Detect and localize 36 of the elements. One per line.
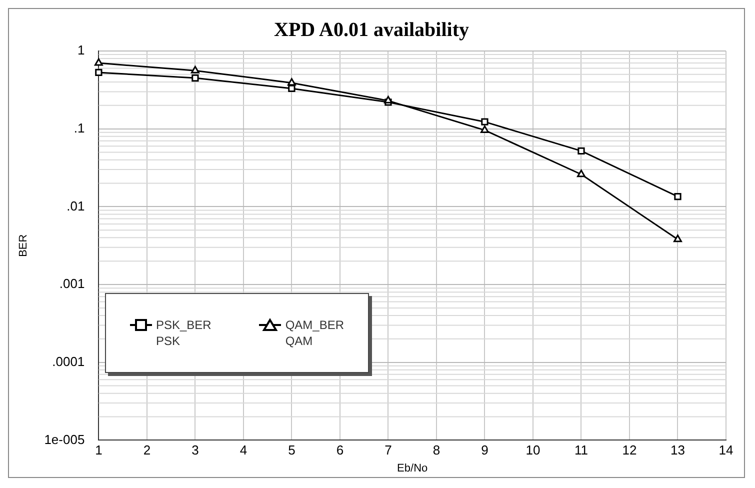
x-tick-label: 1 [95, 442, 102, 458]
point [480, 125, 489, 133]
x-tick-label: 14 [718, 442, 734, 458]
point [481, 118, 488, 126]
x-tick-label: 3 [192, 442, 199, 458]
x-tick-label: 12 [622, 442, 637, 458]
point [288, 84, 296, 92]
y-axis-title: BER [18, 234, 30, 257]
y-tick-label: .001 [59, 276, 85, 292]
y-tick-label: .0001 [52, 354, 85, 369]
x-tick-label: 7 [384, 442, 392, 458]
point [578, 147, 585, 155]
x-tick-label: 5 [288, 442, 296, 458]
point [287, 78, 296, 86]
y-tick-label: .01 [66, 198, 85, 214]
point [674, 192, 682, 200]
point [674, 234, 682, 242]
point [190, 66, 200, 74]
y-tick-label: 1e-005 [44, 432, 85, 447]
x-tick-label: 13 [670, 442, 685, 458]
legend-label: PSK_BER PSK [156, 317, 212, 349]
x-tick-label: 2 [143, 442, 151, 458]
point [192, 74, 199, 82]
x-tick-label: 6 [336, 442, 344, 458]
x-axis-title: Eb/No [397, 462, 428, 474]
point [95, 68, 102, 76]
chart-title: XPD A0.01 availability [274, 19, 470, 42]
point [577, 170, 586, 178]
x-tick-label: 11 [574, 442, 588, 458]
legend-label: QAM_BER QAM [285, 317, 344, 349]
x-tick-label: 8 [432, 442, 440, 458]
x-tick-label: 9 [481, 442, 488, 458]
y-tick-label: .1 [74, 120, 85, 136]
y-tick-label: 1 [77, 42, 85, 58]
x-tick-label: 10 [526, 442, 540, 458]
x-tick-label: 4 [240, 442, 248, 458]
